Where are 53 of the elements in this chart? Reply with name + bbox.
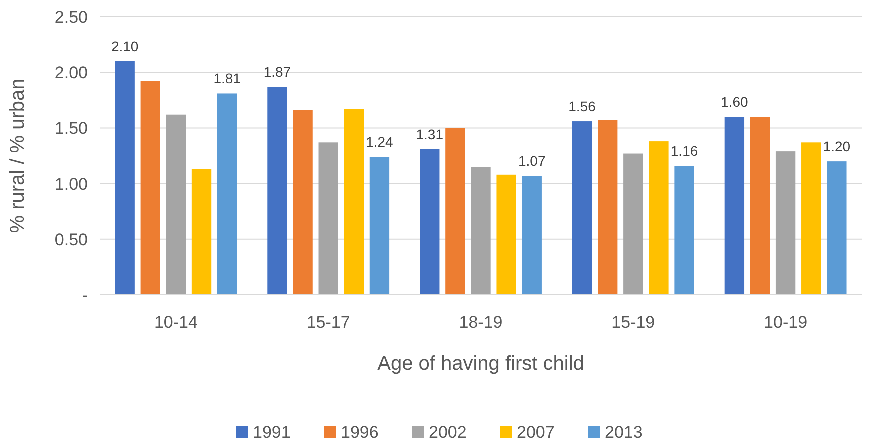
bar — [420, 149, 440, 295]
data-label: 1.16 — [670, 143, 698, 160]
x-tick-label: 15-17 — [306, 313, 350, 332]
bar — [471, 167, 491, 295]
x-tick-label: 10-14 — [154, 313, 198, 332]
y-tick-label: - — [82, 286, 88, 305]
y-tick-label: 2.00 — [54, 64, 88, 83]
bar — [776, 152, 796, 295]
bar — [496, 174, 516, 295]
bar — [268, 87, 288, 295]
bar — [724, 117, 745, 295]
legend-label: 2002 — [429, 422, 467, 442]
y-tick-label: 1.50 — [54, 119, 88, 138]
bar — [446, 128, 466, 295]
bar — [827, 162, 847, 295]
bar — [166, 114, 186, 295]
bar — [140, 81, 160, 295]
data-label: 1.56 — [568, 98, 596, 115]
data-label: 1.60 — [721, 94, 749, 110]
bar — [649, 142, 669, 295]
y-tick-label: 0.50 — [54, 230, 88, 250]
bar — [370, 157, 390, 295]
data-label: 1.20 — [823, 138, 851, 155]
y-axis-title: % rural / % urban — [7, 78, 29, 234]
x-tick-label: 18-19 — [459, 313, 503, 332]
bar — [572, 122, 592, 295]
bar — [318, 142, 338, 295]
bar — [217, 94, 238, 295]
bar — [674, 166, 694, 295]
bar — [598, 120, 618, 295]
data-label: 1.07 — [518, 153, 546, 170]
data-label: 1.87 — [264, 64, 292, 80]
y-tick-label: 2.50 — [54, 8, 88, 27]
bar — [750, 117, 770, 295]
legend-label: 1996 — [341, 422, 379, 442]
bar — [522, 176, 542, 295]
bar — [293, 110, 313, 295]
data-label: 1.81 — [214, 70, 242, 87]
x-axis-title: Age of having first child — [378, 353, 584, 375]
bar — [344, 109, 364, 295]
data-label: 2.10 — [111, 38, 139, 54]
bar — [115, 61, 135, 295]
legend-label: 2013 — [605, 422, 643, 442]
bar — [802, 142, 822, 295]
x-tick-label: 10-19 — [764, 313, 808, 332]
data-label: 1.24 — [366, 134, 394, 150]
legend-label: 1991 — [253, 422, 291, 442]
x-tick-label: 15-19 — [612, 313, 656, 332]
legend-label: 2007 — [517, 422, 555, 442]
data-label: 1.31 — [416, 126, 444, 142]
y-tick-label: 1.00 — [54, 174, 88, 194]
bar — [192, 169, 212, 295]
bar — [624, 154, 644, 295]
